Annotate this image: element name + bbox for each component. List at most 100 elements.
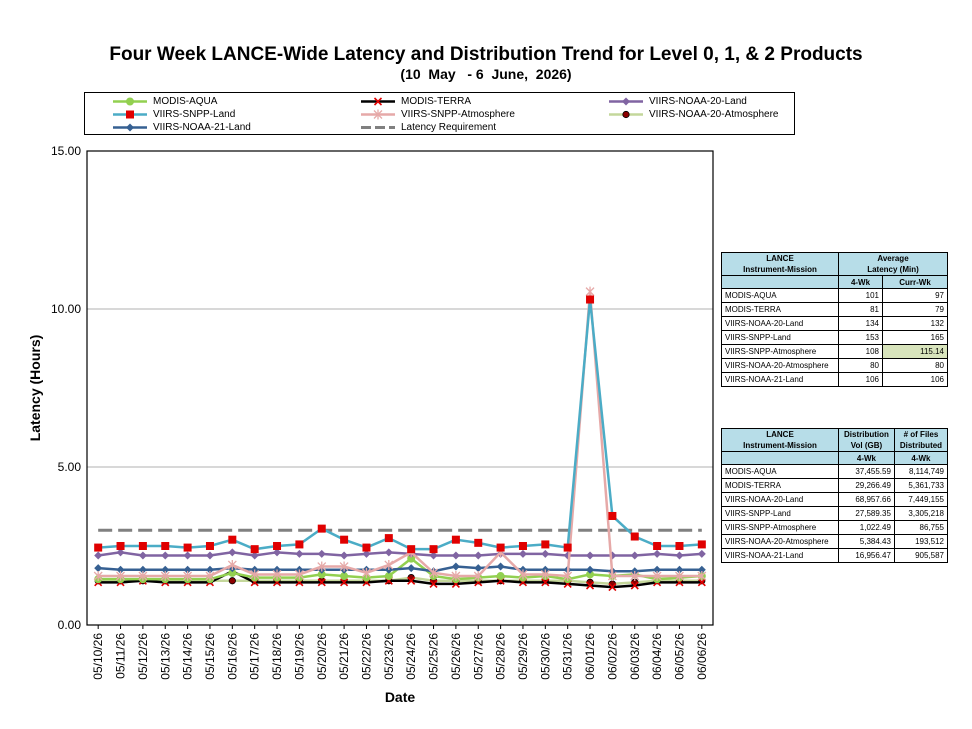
latency-table-row: VIIRS-SNPP-Land 153 165 <box>721 330 948 345</box>
distribution-volume: 29,266.49 <box>838 478 895 493</box>
point-marker-14 <box>407 545 416 554</box>
point-marker-11 <box>340 551 349 560</box>
point-marker-11 <box>339 561 349 572</box>
point-marker-10 <box>317 549 326 558</box>
x-tick-label: 05/25/26 <box>427 633 441 680</box>
point-marker-12 <box>362 549 371 558</box>
mission-name: VIIRS-NOAA-20-Atmosphere <box>721 358 839 373</box>
distribution-table-header-files: # of Files Distributed <box>893 428 949 452</box>
chart-legend: MODIS-AQUA MODIS-TERRA VIIRS-NOAA-20-Land V… <box>84 92 795 135</box>
point-marker-5 <box>205 565 214 574</box>
legend-swatch <box>113 97 147 106</box>
latency-curr-wk: 165 <box>882 330 948 345</box>
point-marker-7 <box>250 545 259 554</box>
point-marker-20 <box>541 578 550 587</box>
point-marker-6 <box>227 559 237 570</box>
mission-name: MODIS-TERRA <box>721 478 839 493</box>
x-tick-label: 06/01/26 <box>583 633 597 680</box>
point-marker-16 <box>451 551 460 560</box>
legend-label: MODIS-AQUA <box>153 96 218 107</box>
legend-label: Latency Requirement <box>401 122 497 133</box>
point-marker-2 <box>138 565 147 574</box>
latency-4wk: 134 <box>837 316 884 331</box>
point-marker-26 <box>675 551 684 560</box>
distribution-volume: 37,455.59 <box>838 464 895 479</box>
series-line <box>98 299 702 551</box>
latency-table-row: VIIRS-NOAA-20-Atmosphere 80 80 <box>721 358 948 373</box>
files-distributed: 7,449,155 <box>893 492 949 507</box>
point-marker-4 <box>183 551 192 560</box>
point-marker-2 <box>138 551 147 560</box>
mission-name: VIIRS-SNPP-Atmosphere <box>721 344 839 359</box>
distribution-table-subheader-vol: 4-Wk <box>838 451 895 465</box>
point-marker-22 <box>586 551 595 560</box>
point-marker-25 <box>653 565 662 574</box>
distribution-table-header-mission: LANCE Instrument-Mission <box>721 428 839 452</box>
point-marker-27 <box>697 540 706 549</box>
point-marker-6 <box>228 577 236 585</box>
latency-table-row: VIIRS-NOAA-21-Land 106 106 <box>721 372 948 387</box>
distribution-table-row: VIIRS-NOAA-20-Land 68,957.66 7,449,155 <box>721 492 949 507</box>
x-tick-label: 05/16/26 <box>225 633 239 680</box>
y-tick-label: 10.00 <box>51 302 81 316</box>
point-marker-7 <box>250 551 259 560</box>
x-tick-label: 05/22/26 <box>359 633 373 680</box>
y-tick-label: 15.00 <box>51 144 81 158</box>
point-marker-15 <box>429 545 438 554</box>
point-marker-0 <box>93 571 103 582</box>
point-marker-22 <box>585 286 595 297</box>
latency-table-subheader-curr: Curr-Wk <box>882 275 948 289</box>
y-axis-label: Latency (Hours) <box>27 335 43 442</box>
point-marker-13 <box>384 534 393 543</box>
latency-table-subheader-blank <box>721 275 839 289</box>
distribution-volume: 16,956.47 <box>838 548 895 563</box>
distribution-table-row: VIIRS-SNPP-Land 27,589.35 3,305,218 <box>721 506 949 521</box>
series-viirs-snpp-land <box>94 295 706 554</box>
point-marker-2 <box>138 542 147 550</box>
point-marker-19 <box>518 549 527 558</box>
point-marker-15 <box>429 567 438 578</box>
point-marker-0 <box>94 543 103 552</box>
distribution-table: LANCE Instrument-Mission Distribution Vol … <box>721 428 949 563</box>
x-tick-label: 06/03/26 <box>628 633 642 680</box>
legend-label: VIIRS-SNPP-Atmosphere <box>401 109 515 120</box>
distribution-volume: 1,022.49 <box>838 520 895 535</box>
legend-label: VIIRS-SNPP-Land <box>153 109 236 120</box>
latency-table: LANCE Instrument-Mission Average Latency (… <box>721 252 948 387</box>
point-marker-17 <box>474 564 483 573</box>
plot-area <box>86 150 714 626</box>
point-marker-24 <box>630 532 639 541</box>
latency-table-header-latency: Average Latency (Min) <box>838 252 948 276</box>
series-viirs-snpp-atmosphere <box>93 286 707 582</box>
point-marker-18 <box>496 562 505 571</box>
point-marker-23 <box>607 571 617 582</box>
point-marker-14 <box>407 564 416 573</box>
point-marker-17 <box>473 571 483 582</box>
x-tick-label: 05/28/26 <box>494 633 508 680</box>
distribution-table-subheader-files: 4-Wk <box>893 451 949 465</box>
point-marker-2 <box>138 571 148 582</box>
point-marker-5 <box>205 571 215 582</box>
mission-name: MODIS-AQUA <box>721 464 839 479</box>
point-marker-3 <box>161 551 170 560</box>
legend-swatch <box>361 126 395 129</box>
latency-curr-wk: 115.14 <box>882 344 948 359</box>
x-tick-label: 05/14/26 <box>181 633 195 680</box>
distribution-volume: 68,957.66 <box>838 492 895 507</box>
distribution-table-row: VIIRS-SNPP-Atmosphere 1,022.49 86,755 <box>721 520 949 535</box>
point-marker-26 <box>675 565 684 574</box>
latency-table-subheader-4wk: 4-Wk <box>837 275 884 289</box>
point-marker-27 <box>697 549 706 558</box>
y-tick-label: 5.00 <box>58 460 82 474</box>
legend-label: VIIRS-NOAA-20-Atmosphere <box>649 109 779 120</box>
mission-name: VIIRS-NOAA-21-Land <box>721 372 839 387</box>
distribution-table-row: MODIS-AQUA 37,455.59 8,114,749 <box>721 464 949 479</box>
point-marker-22 <box>586 565 595 574</box>
series-line <box>98 576 702 586</box>
legend-marker-6 <box>126 123 134 132</box>
point-marker-9 <box>294 569 304 580</box>
point-marker-18 <box>496 543 505 552</box>
point-marker-11 <box>340 535 349 544</box>
point-marker-10 <box>317 524 326 533</box>
